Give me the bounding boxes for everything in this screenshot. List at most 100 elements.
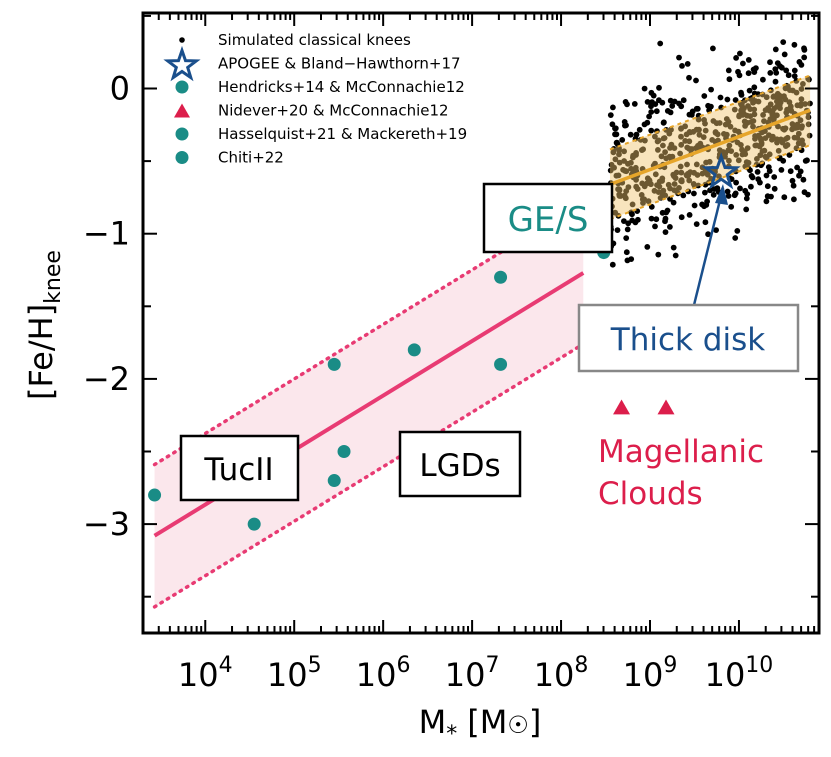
simulated-knee-point bbox=[748, 173, 755, 179]
simulated-knee-point bbox=[782, 143, 789, 150]
simulated-knee-point bbox=[655, 251, 662, 258]
simulated-knee-point bbox=[678, 125, 685, 132]
simulated-knee-point bbox=[771, 174, 778, 180]
simulated-knee-point bbox=[743, 206, 750, 213]
simulated-knee-point bbox=[783, 67, 790, 74]
simulated-knee-point bbox=[665, 181, 672, 188]
simulated-knee-point bbox=[639, 180, 646, 187]
simulated-knee-point bbox=[724, 188, 731, 195]
simulated-knee-point bbox=[733, 55, 739, 61]
simulated-knee-point bbox=[789, 177, 796, 184]
simulated-knee-point bbox=[633, 131, 640, 138]
simulated-knee-point bbox=[700, 134, 707, 141]
simulated-knee-point bbox=[678, 177, 685, 183]
observed-knee-point bbox=[327, 357, 341, 371]
y-tick-label: −3 bbox=[83, 505, 130, 543]
simulated-knee-point bbox=[715, 137, 721, 144]
simulated-knee-point bbox=[656, 84, 662, 91]
simulated-knee-point bbox=[789, 87, 796, 94]
legend-marker-circle bbox=[175, 127, 189, 141]
simulated-knee-point bbox=[659, 99, 666, 106]
simulated-knee-point bbox=[693, 161, 700, 168]
simulated-knee-point bbox=[648, 109, 655, 115]
legend-marker-star bbox=[163, 45, 201, 82]
apogee-star bbox=[701, 152, 741, 190]
simulated-knee-point bbox=[663, 155, 670, 162]
simulated-knee-point bbox=[790, 182, 797, 189]
simulated-knee-point bbox=[767, 70, 774, 76]
simulated-knee-point bbox=[740, 60, 746, 67]
thick-disk-arrow bbox=[692, 187, 725, 306]
simulated-band-upper bbox=[609, 74, 811, 151]
simulated-knee-point bbox=[758, 137, 764, 144]
simulated-knee-point bbox=[701, 203, 707, 210]
simulated-knee-point bbox=[780, 125, 786, 132]
simulated-knee-point bbox=[801, 47, 808, 53]
simulated-knee-point bbox=[607, 112, 614, 118]
simulated-knee-point bbox=[678, 141, 685, 148]
nidever-triangle bbox=[657, 399, 675, 415]
simulated-knee-point bbox=[728, 203, 735, 210]
simulated-knee-point bbox=[624, 226, 631, 233]
simulated-knee-point bbox=[763, 172, 770, 179]
simulated-knee-point bbox=[695, 142, 701, 149]
annotation-box-lgds bbox=[398, 430, 522, 498]
simulated-knee-point bbox=[691, 202, 698, 209]
simulated-knee-point bbox=[805, 114, 812, 121]
x-axis-title: M* [M☉] bbox=[419, 703, 542, 747]
simulated-knee-point bbox=[791, 41, 798, 48]
simulated-knee-point bbox=[798, 101, 805, 107]
simulated-knee-point bbox=[625, 220, 632, 227]
simulated-knee-point bbox=[648, 203, 655, 210]
simulated-knee-point bbox=[771, 185, 778, 192]
simulated-knee-point bbox=[807, 100, 813, 107]
simulated-knee-point bbox=[718, 104, 725, 111]
simulated-knee-point bbox=[615, 172, 622, 179]
simulated-knee-point bbox=[632, 219, 639, 226]
simulated-knee-point bbox=[641, 121, 648, 128]
simulated-knee-point bbox=[778, 167, 785, 173]
simulated-knee-point bbox=[778, 136, 784, 143]
simulated-knee-point bbox=[655, 189, 662, 196]
simulated-knee-point bbox=[777, 95, 784, 101]
simulated-knee-point bbox=[684, 161, 690, 168]
simulated-knee-point bbox=[739, 151, 746, 158]
simulated-knee-point bbox=[739, 146, 745, 153]
simulated-knee-point bbox=[708, 86, 714, 93]
simulated-knee-point bbox=[800, 81, 806, 87]
simulated-knee-point bbox=[726, 76, 733, 83]
observed-knee-point bbox=[247, 517, 261, 531]
observed-knee-point bbox=[337, 445, 351, 459]
simulated-knee-point bbox=[798, 96, 805, 103]
simulated-knee-point bbox=[772, 78, 779, 85]
simulated-band-lower bbox=[609, 144, 811, 221]
y-tick-label: −2 bbox=[83, 360, 130, 398]
simulated-knee-point bbox=[750, 123, 756, 130]
simulated-knee-point bbox=[612, 131, 618, 138]
annotation-box-ges bbox=[482, 182, 614, 254]
simulated-knee-point bbox=[735, 68, 741, 75]
simulated-knee-point bbox=[610, 149, 617, 156]
simulated-knee-point bbox=[678, 214, 685, 221]
simulated-knee-point bbox=[673, 169, 680, 176]
simulated-knee-point bbox=[678, 133, 684, 140]
simulated-knee-point bbox=[702, 120, 708, 127]
simulated-knee-point bbox=[667, 224, 673, 230]
simulated-knee-point bbox=[641, 196, 648, 203]
simulated-knee-point bbox=[652, 223, 658, 230]
simulated-knee-point bbox=[623, 188, 630, 195]
simulated-knee-point bbox=[772, 66, 779, 72]
simulated-knee-point bbox=[732, 97, 739, 103]
simulated-knee-point bbox=[796, 172, 802, 179]
simulated-knee-point bbox=[754, 156, 760, 162]
simulated-knee-point bbox=[755, 98, 762, 105]
annotation-tucii: TucII bbox=[203, 452, 273, 488]
simulated-knee-point bbox=[801, 54, 808, 61]
simulated-knee-point bbox=[806, 132, 813, 139]
simulated-knee-point bbox=[696, 131, 703, 138]
simulated-knee-point bbox=[652, 171, 659, 178]
legend-label: Chiti+22 bbox=[218, 149, 284, 167]
simulated-knee-point bbox=[725, 118, 732, 125]
simulated-knee-point bbox=[753, 65, 759, 71]
simulated-knee-point bbox=[634, 186, 641, 192]
